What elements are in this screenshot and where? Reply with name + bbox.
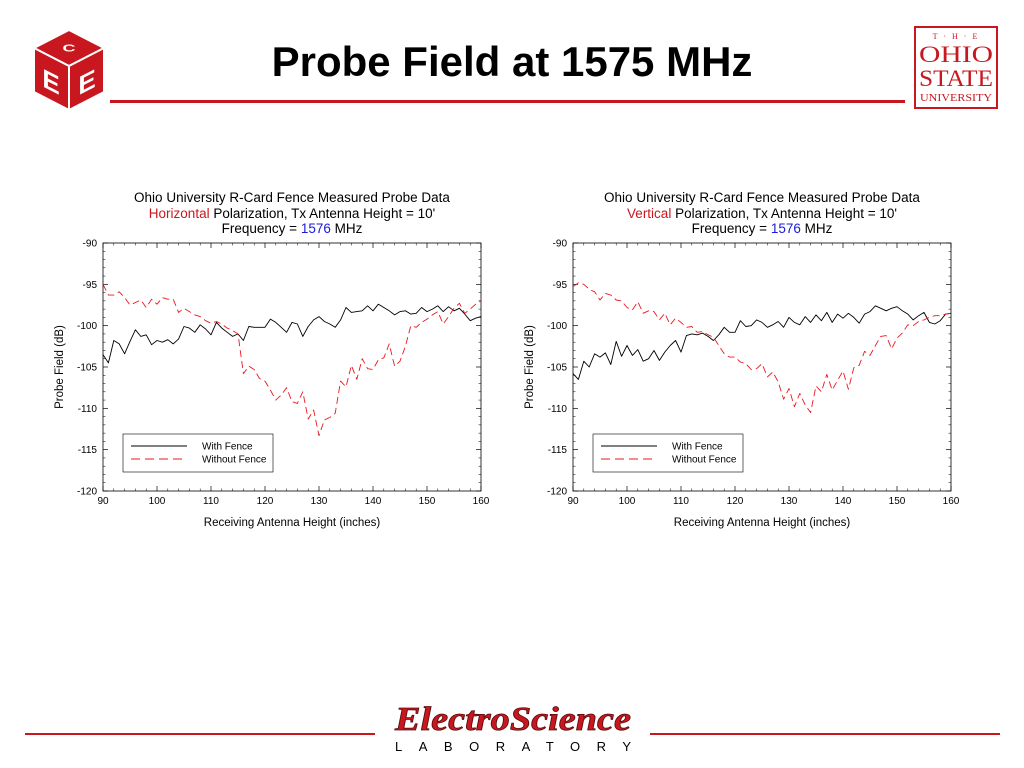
legend-entry: With Fence xyxy=(672,442,723,453)
ce-logo-letter-left: E xyxy=(42,63,59,101)
chart-horizontal-svg: Ohio University R-Card Fence Measured Pr… xyxy=(54,190,490,529)
x-tick-label: 140 xyxy=(835,496,852,507)
series-line-without-fence xyxy=(102,284,482,437)
x-tick-label: 100 xyxy=(619,496,636,507)
osu-the: T · H · E xyxy=(933,32,980,41)
y-axis-label: Probe Field (dB) xyxy=(54,325,66,409)
y-tick-label: -90 xyxy=(83,239,98,250)
x-tick-label: 120 xyxy=(257,496,274,507)
legend-entry: With Fence xyxy=(202,442,253,453)
x-axis-label: Receiving Antenna Height (inches) xyxy=(204,517,381,529)
ce-logo-letter-right: E xyxy=(78,63,95,101)
y-tick-label: -105 xyxy=(77,363,97,374)
series-line-with-fence xyxy=(102,303,482,364)
chart-title-polarization: Vertical xyxy=(627,206,671,221)
chart-title-line3: Frequency = 1576 MHz xyxy=(692,221,833,236)
x-tick-label: 150 xyxy=(419,496,436,507)
y-tick-label: -105 xyxy=(547,363,567,374)
chart-title-line2-rest: Polarization, Tx Antenna Height = 10' xyxy=(210,206,436,221)
y-tick-label: -120 xyxy=(547,487,567,498)
series-line-with-fence xyxy=(572,305,952,380)
x-tick-label: 150 xyxy=(889,496,906,507)
chart-title-line3: Frequency = 1576 MHz xyxy=(222,221,363,236)
chart-title-line1: Ohio University R-Card Fence Measured Pr… xyxy=(134,190,450,205)
chart-title-line2-rest: Polarization, Tx Antenna Height = 10' xyxy=(671,206,897,221)
x-tick-label: 160 xyxy=(473,496,490,507)
x-tick-label: 130 xyxy=(311,496,328,507)
x-tick-label: 120 xyxy=(727,496,744,507)
esl-logo-wordmark: ElectroScience xyxy=(394,701,631,738)
ce-logo-letter-top: C xyxy=(63,43,77,54)
footer-rule-right xyxy=(650,733,1000,735)
esl-logo-laboratory: LABORATORY xyxy=(395,739,631,754)
y-tick-label: -115 xyxy=(78,445,98,456)
legend-box xyxy=(122,433,274,473)
x-tick-label: 90 xyxy=(97,496,109,507)
chart-vertical: Ohio University R-Card Fence Measured Pr… xyxy=(515,186,985,536)
x-tick-label: 130 xyxy=(781,496,798,507)
y-tick-label: -95 xyxy=(553,280,568,291)
series-line-without-fence xyxy=(572,282,952,413)
chart-title-line1: Ohio University R-Card Fence Measured Pr… xyxy=(604,190,920,205)
chart-title-line2: Vertical Polarization, Tx Antenna Height… xyxy=(627,206,897,221)
chart-title-frequency-prefix: Frequency = xyxy=(222,221,301,236)
chart-title-frequency-value: 1576 xyxy=(301,221,331,236)
x-axis-label: Receiving Antenna Height (inches) xyxy=(674,517,851,529)
electroscience-logo-icon: ElectroScience LABORATORY xyxy=(393,701,631,754)
ce-cube-logo-icon: C E E xyxy=(33,29,105,111)
x-tick-label: 110 xyxy=(203,496,219,507)
osu-state: STATE xyxy=(919,66,993,91)
y-tick-label: -90 xyxy=(553,239,568,250)
osu-ohio: OHIO xyxy=(919,42,993,67)
x-tick-label: 90 xyxy=(567,496,579,507)
y-tick-label: -120 xyxy=(77,487,97,498)
legend-entry: Without Fence xyxy=(202,455,267,466)
chart-title-polarization: Horizontal xyxy=(149,206,210,221)
y-tick-label: -115 xyxy=(548,445,568,456)
chart-title-frequency-prefix: Frequency = xyxy=(692,221,771,236)
chart-title-frequency-suffix: MHz xyxy=(331,221,363,236)
header-rule xyxy=(110,100,905,103)
ohio-state-seal-icon: T · H · E OHIO STATE UNIVERSITY xyxy=(914,26,998,109)
chart-title-frequency-value: 1576 xyxy=(771,221,801,236)
y-tick-label: -110 xyxy=(548,404,568,415)
chart-title-line2: Horizontal Polarization, Tx Antenna Heig… xyxy=(149,206,435,221)
osu-university: UNIVERSITY xyxy=(920,93,992,104)
x-tick-label: 140 xyxy=(365,496,382,507)
slide-title: Probe Field at 1575 MHz xyxy=(271,38,753,85)
footer-rule-left xyxy=(25,733,375,735)
legend-entry: Without Fence xyxy=(672,455,737,466)
x-tick-label: 100 xyxy=(149,496,166,507)
chart-vertical-svg: Ohio University R-Card Fence Measured Pr… xyxy=(524,190,960,529)
y-tick-label: -110 xyxy=(78,404,98,415)
y-axis-label: Probe Field (dB) xyxy=(524,325,536,409)
chart-horizontal: Ohio University R-Card Fence Measured Pr… xyxy=(45,186,515,536)
y-tick-label: -100 xyxy=(547,321,567,332)
x-tick-label: 160 xyxy=(943,496,960,507)
y-tick-label: -95 xyxy=(83,280,98,291)
legend-box xyxy=(592,433,744,473)
chart-title-frequency-suffix: MHz xyxy=(801,221,833,236)
y-tick-label: -100 xyxy=(77,321,97,332)
x-tick-label: 110 xyxy=(673,496,689,507)
